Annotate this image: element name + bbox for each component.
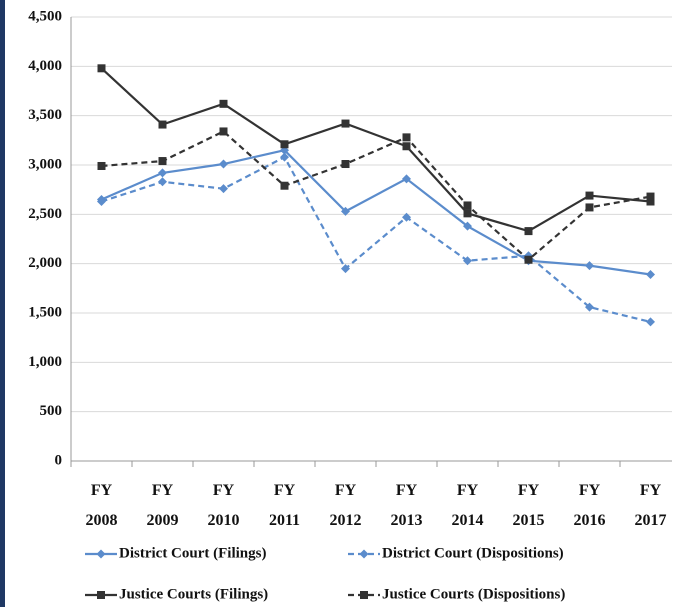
marker [280, 181, 289, 190]
marker [158, 177, 167, 187]
x-tick-label: FY 2008 [85, 482, 118, 529]
marker [219, 159, 228, 169]
x-tick-label: FY 2016 [573, 482, 606, 529]
y-tick-label: 1,000 [28, 354, 62, 370]
series-line [101, 130, 651, 262]
marker [585, 261, 594, 271]
x-tick-label: FY 2013 [390, 482, 423, 529]
marker [463, 256, 472, 266]
marker [585, 203, 594, 212]
y-tick-label: 4,500 [28, 8, 62, 24]
y-tick-label: 500 [40, 403, 63, 419]
y-tick-label: 3,500 [28, 107, 62, 123]
marker [219, 127, 228, 136]
marker [402, 133, 411, 142]
series-line [100, 67, 651, 233]
x-tick-label: FY 2012 [329, 482, 362, 529]
marker [524, 227, 533, 236]
marker [97, 161, 106, 170]
marker [402, 212, 411, 222]
marker [585, 302, 594, 312]
legend-label: District Court (Dispositions) [382, 545, 564, 561]
marker [158, 168, 167, 178]
legend-label: District Court (Filings) [119, 545, 266, 561]
y-tick-label: 2,500 [28, 206, 62, 222]
marker [97, 64, 106, 73]
side-border [0, 0, 5, 607]
series-line [101, 155, 651, 323]
marker [463, 201, 472, 210]
marker [341, 160, 350, 169]
marker [280, 152, 289, 162]
marker [341, 264, 350, 274]
marker [463, 221, 472, 231]
y-tick-label: 3,000 [28, 156, 62, 172]
legend-label: Justice Courts (Filings) [119, 586, 268, 602]
x-tick-label: FY 2015 [512, 482, 545, 529]
marker [646, 317, 655, 327]
marker [219, 99, 228, 108]
x-tick-label: FY 2010 [207, 482, 240, 529]
legend-marker [360, 591, 368, 599]
marker [341, 119, 350, 128]
marker [585, 191, 594, 200]
y-tick-label: 4,000 [28, 58, 62, 74]
marker [646, 192, 655, 201]
marker [158, 120, 167, 129]
marker [158, 157, 167, 166]
marker [402, 142, 411, 151]
legend-marker [96, 549, 106, 559]
marker [646, 270, 655, 280]
x-tick-label: FY 2009 [146, 482, 179, 529]
series-line [101, 148, 651, 276]
marker [97, 197, 106, 207]
marker [646, 197, 655, 206]
y-tick-label: 0 [55, 452, 63, 468]
marker [524, 255, 533, 264]
marker [219, 184, 228, 194]
marker [341, 206, 350, 216]
marker [402, 174, 411, 184]
marker [280, 140, 289, 149]
y-tick-label: 2,000 [28, 255, 62, 271]
y-tick-label: 1,500 [28, 304, 62, 320]
x-tick-label: FY 2017 [634, 482, 667, 529]
marker [463, 209, 472, 218]
x-tick-label: FY 2014 [451, 482, 484, 529]
x-tick-label: FY 2011 [268, 482, 301, 529]
legend-label: Justice Courts (Dispositions) [382, 586, 565, 602]
legend-marker [97, 591, 105, 599]
legend-marker [359, 549, 369, 559]
